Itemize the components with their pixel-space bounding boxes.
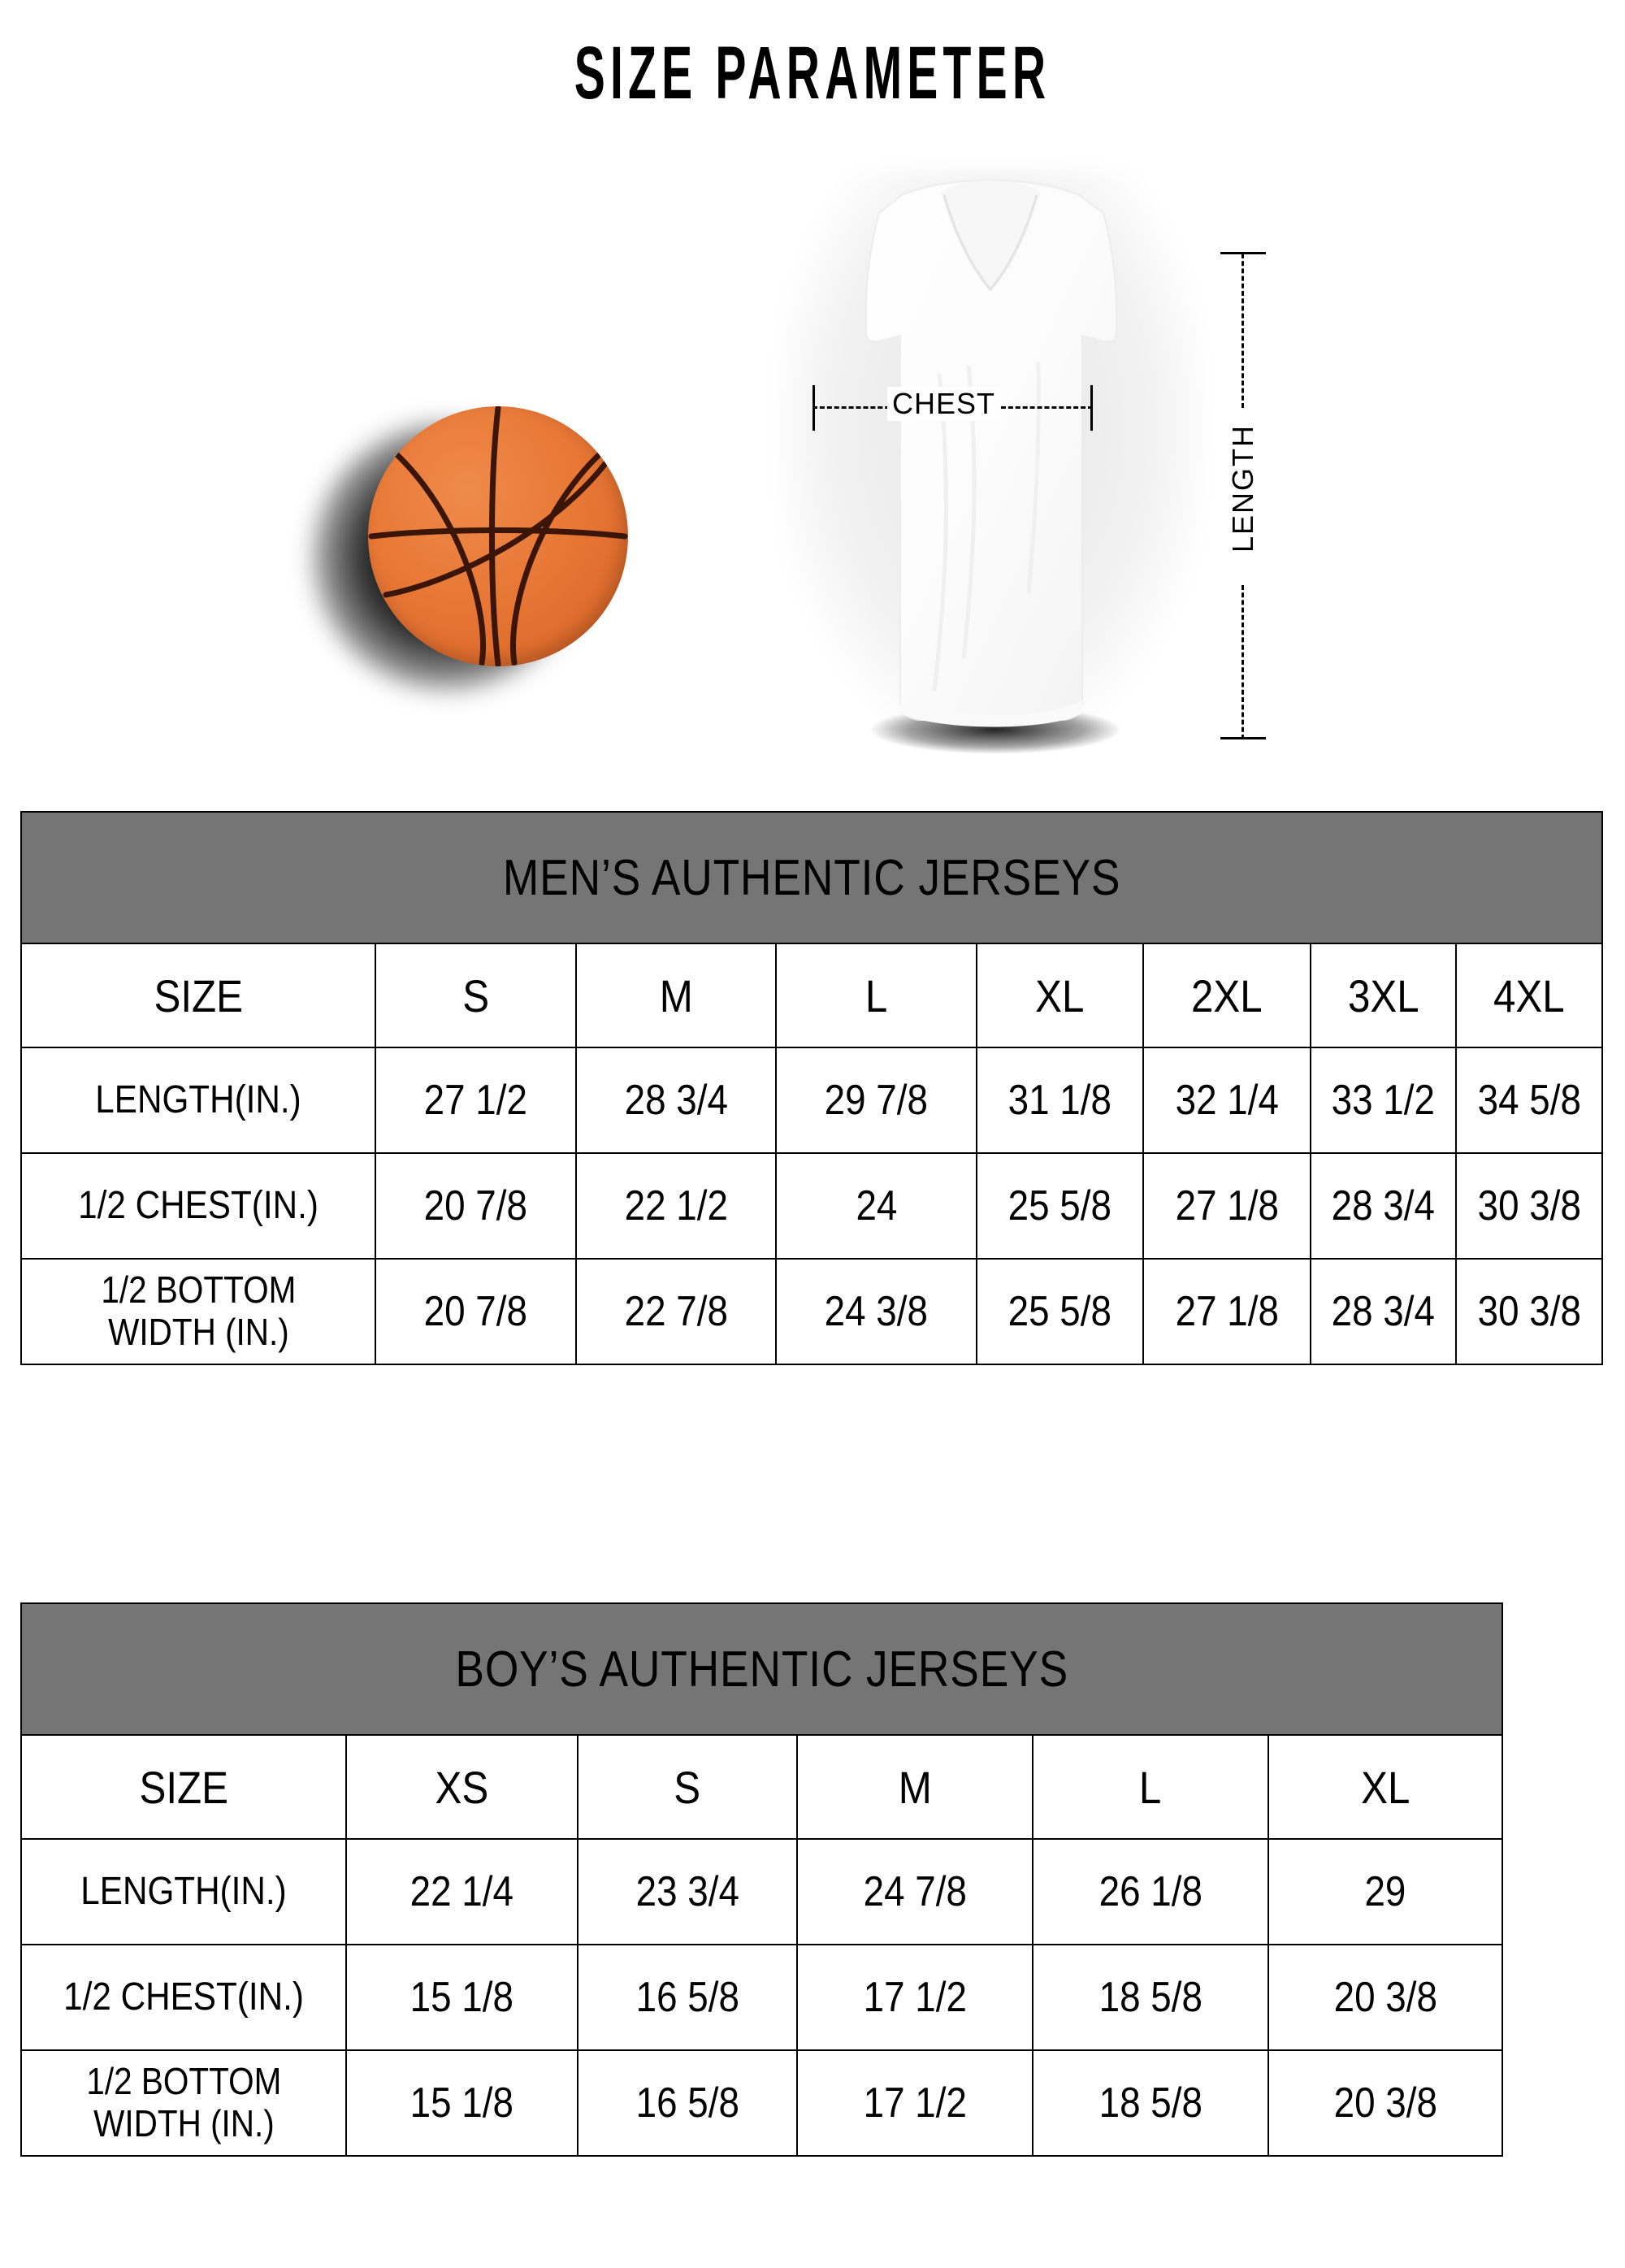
jersey-shape [865, 179, 1121, 754]
boys-header-size: SIZE [20, 1734, 347, 1840]
jersey-icon [780, 171, 1202, 764]
mens-chest-s: 20 7/8 [375, 1152, 577, 1260]
mens-header-size: SIZE [20, 943, 377, 1048]
mens-chest-xl: 25 5/8 [975, 1152, 1145, 1260]
mens-header-s: S [375, 943, 577, 1048]
mens-chest-2xl: 27 1/8 [1142, 1152, 1311, 1260]
table-row: LENGTH(IN.) 22 1/4 23 3/4 24 7/8 26 1/8 … [20, 1838, 1504, 1945]
mens-length-3xl: 33 1/2 [1309, 1047, 1458, 1154]
mens-header-m: M [574, 943, 778, 1048]
mens-bottom-3xl: 28 3/4 [1309, 1258, 1458, 1365]
boys-header-s: S [577, 1734, 798, 1840]
table-band-row: BOY’S AUTHENTIC JERSEYS [20, 1602, 1504, 1736]
mens-length-4xl: 34 5/8 [1455, 1047, 1603, 1154]
mens-header-4xl: 4XL [1455, 943, 1603, 1048]
boys-row-label-bottom-width: 1/2 BOTTOM WIDTH (IN.) [20, 2049, 347, 2157]
table-header-row: SIZE XS S M L XL [20, 1734, 1504, 1840]
mens-row-label-chest: 1/2 CHEST(IN.) [20, 1152, 377, 1260]
mens-header-3xl: 3XL [1309, 943, 1458, 1048]
table-row: LENGTH(IN.) 27 1/2 28 3/4 29 7/8 31 1/8 … [20, 1047, 1603, 1154]
mens-header-l: L [775, 943, 977, 1048]
table-band-row: MEN’S AUTHENTIC JERSEYS [20, 811, 1603, 944]
mens-chest-m: 22 1/2 [574, 1152, 778, 1260]
boys-length-m: 24 7/8 [796, 1838, 1034, 1945]
boys-header-l: L [1032, 1734, 1269, 1840]
boys-length-xs: 22 1/4 [345, 1838, 578, 1945]
boys-length-xl: 29 [1267, 1838, 1504, 1945]
mens-bottom-xl: 25 5/8 [975, 1258, 1145, 1365]
mens-size-table: MEN’S AUTHENTIC JERSEYS SIZE S M L XL 2X… [20, 811, 1603, 1365]
boys-chest-l: 18 5/8 [1032, 1944, 1269, 2051]
boys-row-label-chest: 1/2 CHEST(IN.) [20, 1944, 347, 2051]
mens-bottom-4xl: 30 3/8 [1455, 1258, 1603, 1365]
boys-length-s: 23 3/4 [577, 1838, 798, 1945]
length-label: LENGTH [1226, 423, 1259, 553]
boys-bottom-s: 16 5/8 [577, 2049, 798, 2157]
mens-chest-l: 24 [775, 1152, 977, 1260]
mens-length-l: 29 7/8 [775, 1047, 977, 1154]
table-header-row: SIZE S M L XL 2XL 3XL 4XL [20, 943, 1603, 1048]
boys-bottom-xs: 15 1/8 [345, 2049, 578, 2157]
mens-bottom-s: 20 7/8 [375, 1258, 577, 1365]
mens-bottom-2xl: 27 1/8 [1142, 1258, 1311, 1365]
basketball-seams-icon [368, 406, 628, 666]
table-row: 1/2 BOTTOM WIDTH (IN.) 15 1/8 16 5/8 17 … [20, 2049, 1504, 2157]
mens-header-2xl: 2XL [1142, 943, 1311, 1048]
boys-header-xs: XS [345, 1734, 578, 1840]
mens-length-m: 28 3/4 [574, 1047, 778, 1154]
page-title: SIZE PARAMETER [574, 32, 1051, 115]
boys-chest-m: 17 1/2 [796, 1944, 1034, 2051]
mens-row-label-length: LENGTH(IN.) [20, 1047, 377, 1154]
table-row: 1/2 BOTTOM WIDTH (IN.) 20 7/8 22 7/8 24 … [20, 1258, 1603, 1365]
boys-bottom-xl: 20 3/8 [1267, 2049, 1504, 2157]
mens-length-xl: 31 1/8 [975, 1047, 1145, 1154]
length-dashed-line-bottom [1242, 585, 1246, 739]
basketball-ball [368, 406, 628, 666]
illustration-area: CHEST LENGTH [0, 146, 1625, 788]
chest-label: CHEST [887, 387, 1001, 421]
boys-chest-xs: 15 1/8 [345, 1944, 578, 2051]
boys-header-xl: XL [1267, 1734, 1504, 1840]
boys-bottom-m: 17 1/2 [796, 2049, 1034, 2157]
table-row: 1/2 CHEST(IN.) 15 1/8 16 5/8 17 1/2 18 5… [20, 1944, 1504, 2051]
boys-chest-xl: 20 3/8 [1267, 1944, 1504, 2051]
mens-table-title: MEN’S AUTHENTIC JERSEYS [20, 811, 1603, 944]
mens-length-2xl: 32 1/4 [1142, 1047, 1311, 1154]
mens-chest-3xl: 28 3/4 [1309, 1152, 1458, 1260]
mens-bottom-m: 22 7/8 [574, 1258, 778, 1365]
boys-bottom-l: 18 5/8 [1032, 2049, 1269, 2157]
boys-table-title: BOY’S AUTHENTIC JERSEYS [20, 1602, 1504, 1736]
mens-chest-4xl: 30 3/8 [1455, 1152, 1603, 1260]
mens-length-s: 27 1/2 [375, 1047, 577, 1154]
length-dashed-line-top [1242, 254, 1246, 408]
boys-header-m: M [796, 1734, 1034, 1840]
length-tick-top [1220, 252, 1266, 254]
boys-chest-s: 16 5/8 [577, 1944, 798, 2051]
boys-row-label-length: LENGTH(IN.) [20, 1838, 347, 1945]
mens-row-label-bottom-width: 1/2 BOTTOM WIDTH (IN.) [20, 1258, 377, 1365]
mens-header-xl: XL [975, 943, 1145, 1048]
mens-bottom-l: 24 3/8 [775, 1258, 977, 1365]
table-row: 1/2 CHEST(IN.) 20 7/8 22 1/2 24 25 5/8 2… [20, 1152, 1603, 1260]
boys-size-table: BOY’S AUTHENTIC JERSEYS SIZE XS S M L XL… [20, 1602, 1504, 2157]
basketball-icon [313, 398, 654, 739]
boys-length-l: 26 1/8 [1032, 1838, 1269, 1945]
